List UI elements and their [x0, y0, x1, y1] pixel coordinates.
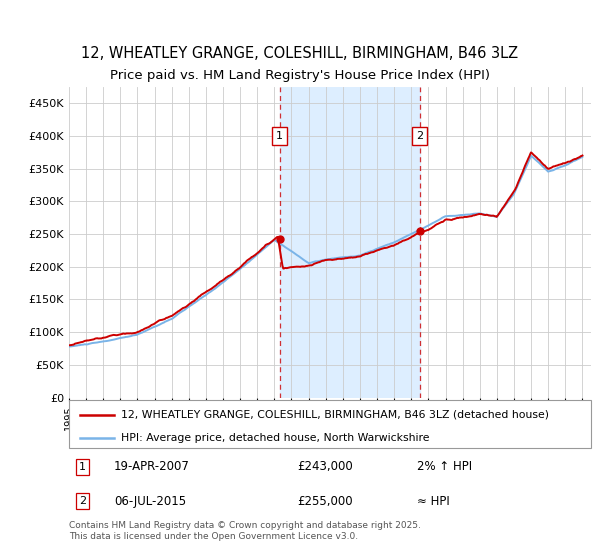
Text: 12, WHEATLEY GRANGE, COLESHILL, BIRMINGHAM, B46 3LZ (detached house): 12, WHEATLEY GRANGE, COLESHILL, BIRMINGH… — [121, 409, 549, 419]
Text: Price paid vs. HM Land Registry's House Price Index (HPI): Price paid vs. HM Land Registry's House … — [110, 69, 490, 82]
Text: 1: 1 — [276, 131, 283, 141]
Text: 06-JUL-2015: 06-JUL-2015 — [114, 494, 186, 507]
Bar — [280, 87, 420, 398]
Text: Contains HM Land Registry data © Crown copyright and database right 2025.
This d: Contains HM Land Registry data © Crown c… — [69, 521, 421, 541]
Text: ≈ HPI: ≈ HPI — [417, 494, 450, 507]
Text: 2: 2 — [79, 496, 86, 506]
Text: £255,000: £255,000 — [297, 494, 353, 507]
Text: 1: 1 — [79, 462, 86, 472]
Text: 19-APR-2007: 19-APR-2007 — [114, 460, 190, 473]
Text: 2% ↑ HPI: 2% ↑ HPI — [417, 460, 472, 473]
Text: 12, WHEATLEY GRANGE, COLESHILL, BIRMINGHAM, B46 3LZ: 12, WHEATLEY GRANGE, COLESHILL, BIRMINGH… — [82, 46, 518, 62]
Text: 2: 2 — [416, 131, 424, 141]
Text: HPI: Average price, detached house, North Warwickshire: HPI: Average price, detached house, Nort… — [121, 433, 430, 443]
Text: £243,000: £243,000 — [297, 460, 353, 473]
